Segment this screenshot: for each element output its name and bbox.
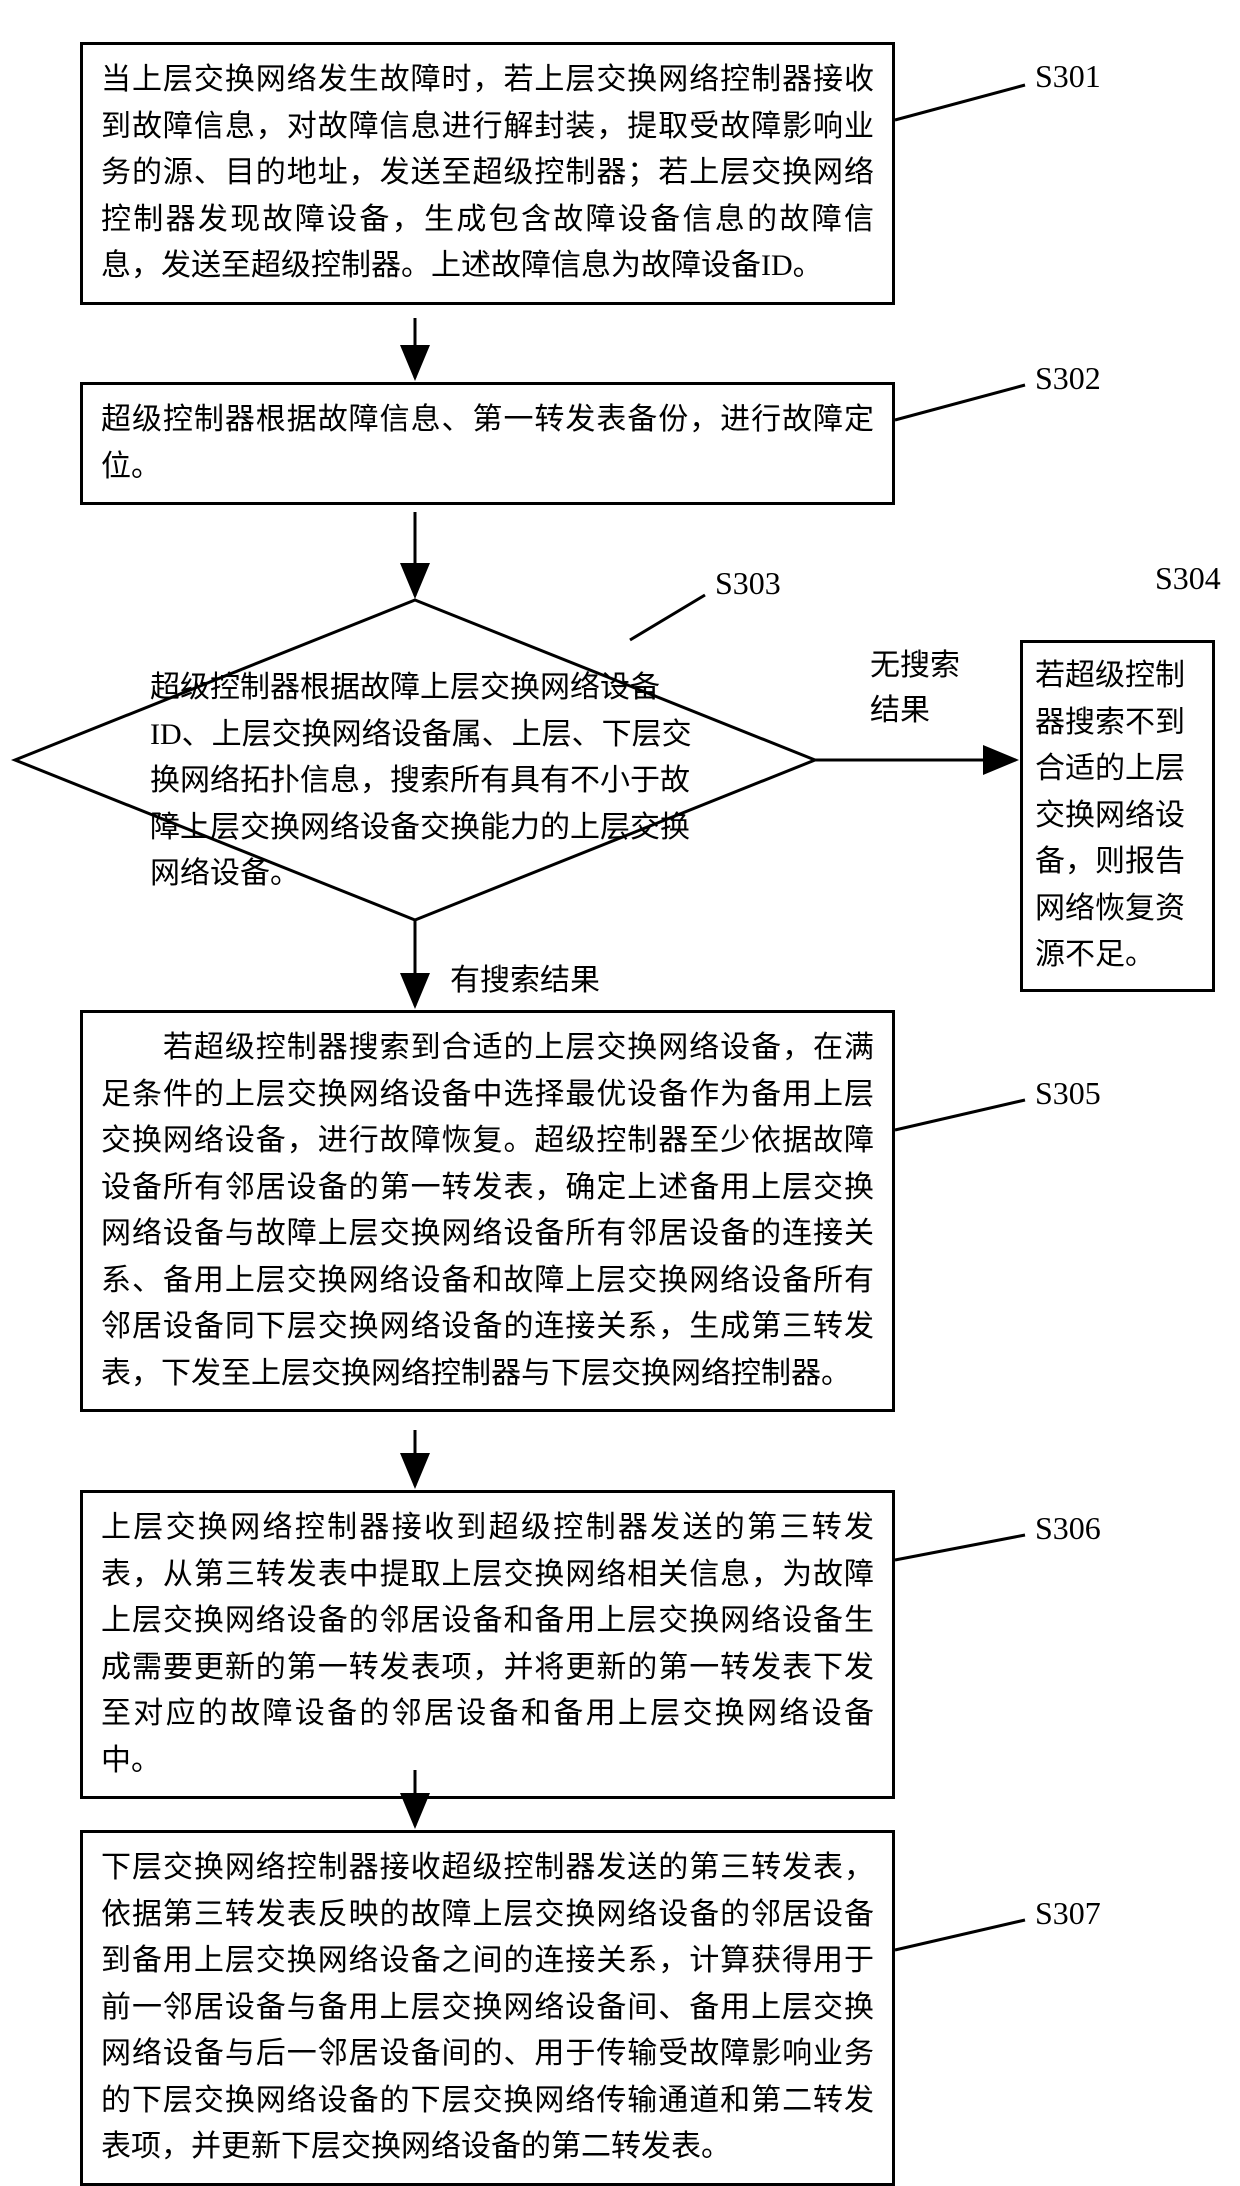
step-s307-label: S307 (1035, 1895, 1101, 1932)
step-s305-box: 若超级控制器搜索到合适的上层交换网络设备，在满足条件的上层交换网络设备中选择最优… (80, 1010, 895, 1412)
step-s307-box: 下层交换网络控制器接收超级控制器发送的第三转发表，依据第三转发表反映的故障上层交… (80, 1830, 895, 2186)
step-s305-text: 若超级控制器搜索到合适的上层交换网络设备，在满足条件的上层交换网络设备中选择最优… (101, 1025, 874, 1397)
step-s306-box: 上层交换网络控制器接收到超级控制器发送的第三转发表，从第三转发表中提取上层交换网… (80, 1490, 895, 1799)
step-s307-text: 下层交换网络控制器接收超级控制器发送的第三转发表，依据第三转发表反映的故障上层交… (101, 1845, 874, 2171)
edge-annotation-no-result-1: 无搜索 (870, 640, 960, 684)
step-s302-box: 超级控制器根据故障信息、第一转发表备份，进行故障定位。 (80, 382, 895, 505)
step-s304-box: 若超级控制器搜索不到合适的上层交换网络设备，则报告网络恢复资源不足。 (1020, 640, 1215, 992)
step-s302-text: 超级控制器根据故障信息、第一转发表备份，进行故障定位。 (101, 397, 874, 490)
step-s305-label: S305 (1035, 1075, 1101, 1112)
step-s306-label: S306 (1035, 1510, 1101, 1547)
step-s306-text: 上层交换网络控制器接收到超级控制器发送的第三转发表，从第三转发表中提取上层交换网… (101, 1505, 874, 1784)
step-s303-text: 超级控制器根据故障上层交换网络设备ID、上层交换网络设备属、上层、下层交换网络拓… (150, 665, 700, 898)
step-s303-label: S303 (715, 565, 781, 602)
step-s301-box: 当上层交换网络发生故障时，若上层交换网络控制器接收到故障信息，对故障信息进行解封… (80, 42, 895, 305)
step-s302-label: S302 (1035, 360, 1101, 397)
edge-annotation-has-result: 有搜索结果 (450, 955, 600, 999)
step-s304-label: S304 (1155, 560, 1221, 597)
edge-annotation-no-result-2: 结果 (870, 685, 930, 729)
step-s301-label: S301 (1035, 58, 1101, 95)
step-s304-text: 若超级控制器搜索不到合适的上层交换网络设备，则报告网络恢复资源不足。 (1035, 653, 1200, 979)
step-s301-text: 当上层交换网络发生故障时，若上层交换网络控制器接收到故障信息，对故障信息进行解封… (101, 57, 874, 290)
